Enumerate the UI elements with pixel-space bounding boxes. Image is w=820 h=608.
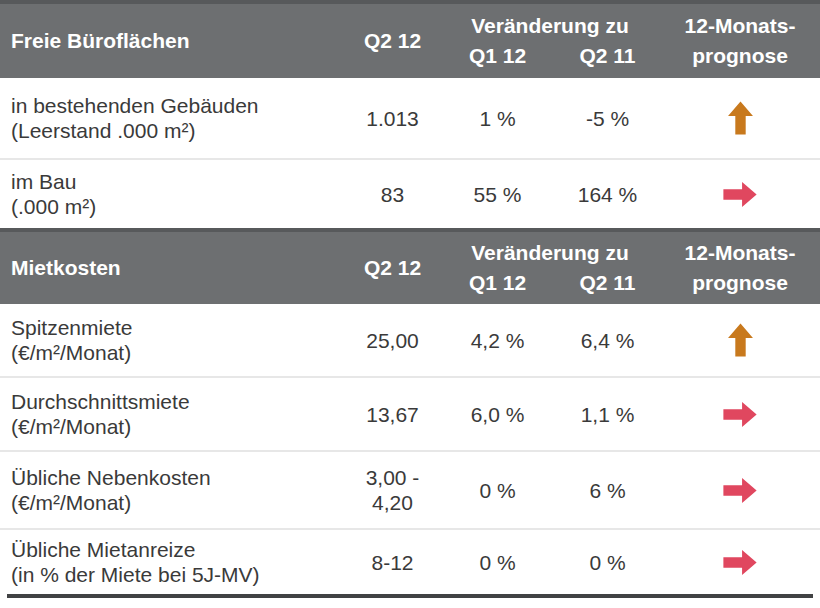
change-q2-11: 6,4 % xyxy=(555,328,660,353)
table-row-uebliche-mietanreize: Übliche Mietanreize (in % der Miete bei … xyxy=(0,528,820,594)
forecast-trend xyxy=(660,181,820,208)
value-q2-12: 8-12 xyxy=(345,550,440,575)
section-header-mietkosten: Mietkosten Q2 12 Veränderung zu Q1 12 Q2… xyxy=(0,228,820,304)
change-q2-11: 164 % xyxy=(555,182,660,207)
trend-up-icon xyxy=(727,322,754,358)
change-q1-12: 1 % xyxy=(440,106,555,131)
forecast-trend xyxy=(660,100,820,136)
table-row-im-bau: im Bau (.000 m²) 83 55 % 164 % xyxy=(0,158,820,228)
change-q1-12: 55 % xyxy=(440,182,555,207)
value-q2-12: 1.013 xyxy=(345,106,440,131)
trend-right-icon xyxy=(722,477,758,504)
column-subheaders: Q1 12 Q2 11 xyxy=(440,43,660,69)
column-header-q1-12: Q1 12 xyxy=(440,43,555,69)
change-q1-12: 0 % xyxy=(440,478,555,503)
column-group-veraenderung-zu: Veränderung zu Q1 12 Q2 11 xyxy=(440,4,660,78)
row-label: in bestehenden Gebäuden (Leerstand .000 … xyxy=(0,93,345,143)
row-label: Spitzenmiete (€/m²/Monat) xyxy=(0,315,345,365)
forecast-trend xyxy=(660,477,820,504)
column-subheaders: Q1 12 Q2 11 xyxy=(440,270,660,296)
table-bottom-rule xyxy=(7,594,813,598)
trend-right-icon xyxy=(722,401,758,428)
value-q2-12: 13,67 xyxy=(345,402,440,427)
change-q1-12: 4,2 % xyxy=(440,328,555,353)
row-label: Durchschnittsmiete (€/m²/Monat) xyxy=(0,389,345,439)
value-q2-12: 3,00 - 4,20 xyxy=(345,465,440,515)
column-group-label: Veränderung zu xyxy=(440,240,660,266)
column-header-12-monats-prognose: 12-Monats- prognose xyxy=(660,232,820,304)
office-market-table: Freie Büroflächen Q2 12 Veränderung zu Q… xyxy=(0,0,820,608)
table-row-uebliche-nebenkosten: Übliche Nebenkosten (€/m²/Monat) 3,00 - … xyxy=(0,450,820,528)
row-label: im Bau (.000 m²) xyxy=(0,169,345,219)
forecast-trend xyxy=(660,549,820,576)
change-q2-11: 0 % xyxy=(555,550,660,575)
column-header-q2-12: Q2 12 xyxy=(345,232,440,304)
change-q1-12: 6,0 % xyxy=(440,402,555,427)
value-q2-12: 83 xyxy=(345,182,440,207)
column-group-label: Veränderung zu xyxy=(440,13,660,39)
trend-right-icon xyxy=(722,181,758,208)
row-label: Übliche Mietanreize (in % der Miete bei … xyxy=(0,537,345,587)
trend-up-icon xyxy=(727,100,754,136)
change-q2-11: 1,1 % xyxy=(555,402,660,427)
forecast-trend xyxy=(660,322,820,358)
section-title: Freie Büroflächen xyxy=(0,4,345,78)
column-header-q2-11: Q2 11 xyxy=(555,43,660,69)
forecast-trend xyxy=(660,401,820,428)
section-title: Mietkosten xyxy=(0,232,345,304)
table-row-spitzenmiete: Spitzenmiete (€/m²/Monat) 25,00 4,2 % 6,… xyxy=(0,304,820,376)
change-q2-11: 6 % xyxy=(555,478,660,503)
change-q1-12: 0 % xyxy=(440,550,555,575)
change-q2-11: -5 % xyxy=(555,106,660,131)
table-row-durchschnittsmiete: Durchschnittsmiete (€/m²/Monat) 13,67 6,… xyxy=(0,376,820,450)
section-header-freie-bueroflaechen: Freie Büroflächen Q2 12 Veränderung zu Q… xyxy=(0,0,820,78)
trend-right-icon xyxy=(722,549,758,576)
column-header-12-monats-prognose: 12-Monats- prognose xyxy=(660,4,820,78)
value-q2-12: 25,00 xyxy=(345,328,440,353)
column-group-veraenderung-zu: Veränderung zu Q1 12 Q2 11 xyxy=(440,232,660,304)
row-label: Übliche Nebenkosten (€/m²/Monat) xyxy=(0,465,345,515)
column-header-q2-12: Q2 12 xyxy=(345,4,440,78)
table-row-bestehende-gebaeude: in bestehenden Gebäuden (Leerstand .000 … xyxy=(0,78,820,158)
column-header-q1-12: Q1 12 xyxy=(440,270,555,296)
column-header-q2-11: Q2 11 xyxy=(555,270,660,296)
